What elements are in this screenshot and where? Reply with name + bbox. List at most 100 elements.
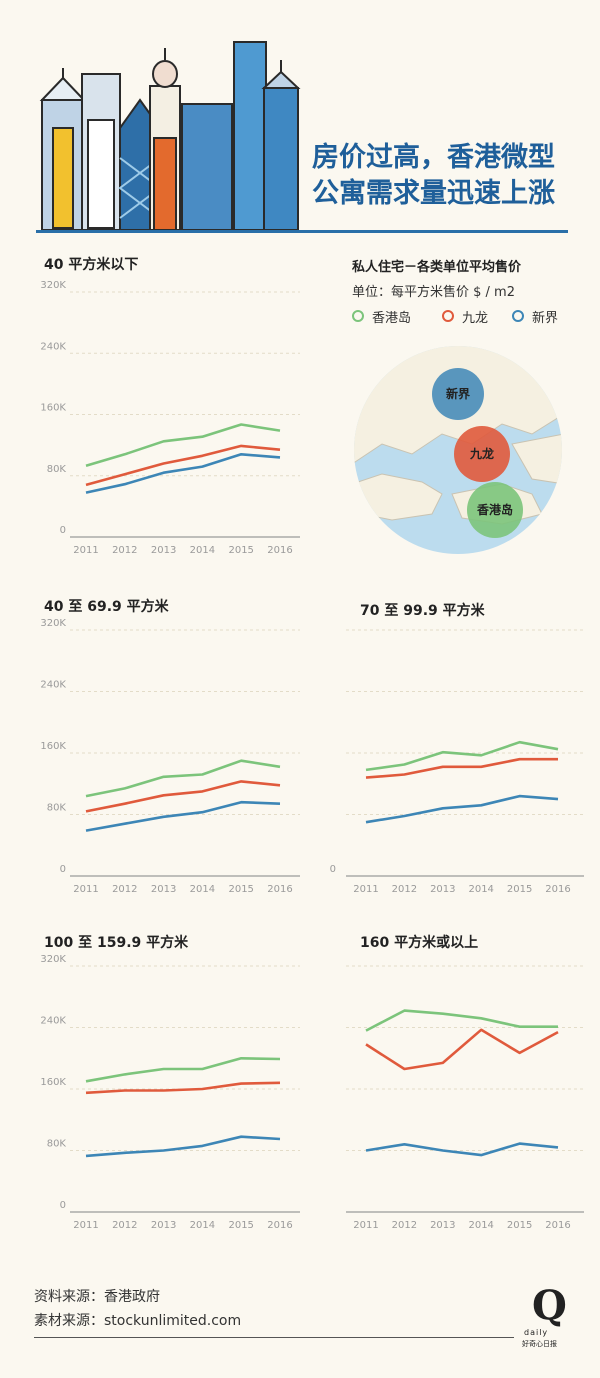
x-tick-label: 2015: [507, 1220, 532, 1231]
headline-line-1: 房价过高，香港微型: [312, 142, 555, 173]
x-tick-label: 2011: [353, 884, 378, 895]
x-tick-label: 2013: [151, 884, 176, 895]
legend-green-ring-icon: [352, 310, 364, 322]
map-circle-hongkong-island: [467, 482, 523, 538]
footer-material: 素材来源：stockunlimited.com: [34, 1313, 242, 1329]
legend-item-new-territories: 新界: [512, 306, 558, 326]
y-tick-label: 0: [330, 864, 336, 875]
x-tick-label: 2012: [112, 545, 137, 556]
series-line-hongkong-island: [85, 759, 281, 798]
series-line-kowloon: [85, 1081, 281, 1095]
legend-item-kowloon: 九龙: [442, 306, 488, 326]
series-line-new-territories: [365, 1142, 559, 1157]
chart-title-1: 40 平方米以下: [44, 257, 139, 273]
series-line-new-territories: [365, 794, 559, 824]
x-tick-label: 2015: [228, 545, 253, 556]
series-line-new-territories: [85, 1135, 281, 1158]
legend-red-ring-icon: [442, 310, 454, 322]
x-tick-label: 2015: [507, 884, 532, 895]
y-tick-label: 80K: [47, 803, 67, 814]
series-line-hongkong-island: [85, 423, 281, 468]
hong-kong-map: 新界 九龙 香港岛: [354, 346, 562, 554]
x-tick-label: 2016: [545, 1220, 570, 1231]
legend-blue-ring-icon: [512, 310, 524, 322]
series-line-new-territories: [85, 453, 281, 494]
map-landmass-east: [511, 433, 562, 485]
x-tick-label: 2011: [73, 884, 98, 895]
skyline-illustration: [36, 41, 306, 232]
series-line-hongkong-island: [365, 740, 559, 772]
line-chart-40-69: 0 80K 160K 240K 320K 2011 2012 2013 2014 2015 2016: [40, 618, 300, 895]
y-tick-label: 240K: [40, 341, 66, 352]
y-tick-label: 0: [60, 864, 66, 875]
x-tick-label: 2011: [73, 1220, 98, 1231]
x-tick-label: 2014: [190, 1220, 215, 1231]
x-tick-label: 2014: [468, 884, 493, 895]
line-chart-70-99: 0 2011 2012 2013 2014 2015 2016: [330, 629, 584, 895]
legend: 香港岛 九龙 新界: [352, 306, 582, 326]
map-label-hongkong-island: 香港岛: [476, 502, 513, 517]
headline: 房价过高，香港微型 公寓需求量迅速上涨: [312, 140, 592, 212]
logo-mark: Q: [532, 1282, 567, 1329]
x-tick-label: 2013: [151, 545, 176, 556]
footer-source: 资料来源：香港政府: [34, 1289, 160, 1305]
y-tick-label: 80K: [47, 1139, 67, 1150]
chart-title-2: 40 至 69.9 平方米: [44, 599, 169, 615]
legend-label: 九龙: [462, 310, 489, 326]
chart-title-3: 70 至 99.9 平方米: [360, 603, 485, 619]
x-tick-label: 2013: [430, 884, 455, 895]
x-tick-label: 2016: [267, 545, 292, 556]
x-tick-label: 2015: [228, 884, 253, 895]
x-tick-label: 2012: [112, 1220, 137, 1231]
x-tick-label: 2016: [267, 884, 292, 895]
x-tick-label: 2013: [430, 1220, 455, 1231]
x-tick-label: 2011: [73, 545, 98, 556]
series-line-new-territories: [85, 800, 281, 832]
y-tick-label: 160K: [40, 1077, 66, 1088]
y-tick-label: 80K: [47, 464, 67, 475]
series-line-kowloon: [85, 780, 281, 813]
series-line-hongkong-island: [85, 1057, 281, 1083]
x-tick-label: 2012: [112, 884, 137, 895]
y-tick-label: 240K: [40, 1016, 66, 1027]
qdaily-logo: Q daily 好奇心日报: [520, 1282, 570, 1349]
x-tick-label: 2011: [353, 1220, 378, 1231]
legend-label: 香港岛: [372, 310, 412, 326]
map-circle-kowloon: [454, 426, 510, 482]
x-tick-label: 2014: [190, 884, 215, 895]
x-tick-label: 2016: [545, 884, 570, 895]
legend-item-hongkong-island: 香港岛: [352, 306, 411, 326]
map-label-new-territories: 新界: [446, 386, 470, 401]
logo-cn: 好奇心日报: [522, 1340, 557, 1348]
series-line-kowloon: [365, 757, 558, 779]
footer-divider: [34, 1337, 514, 1338]
x-tick-label: 2014: [190, 545, 215, 556]
y-tick-label: 0: [60, 1200, 66, 1211]
x-tick-label: 2014: [468, 1220, 493, 1231]
map-label-kowloon: 九龙: [469, 446, 494, 461]
chart-title-5: 160 平方米或以上: [360, 935, 479, 951]
legend-label: 新界: [532, 310, 559, 326]
header-divider: [36, 230, 568, 233]
chart-title-4: 100 至 159.9 平方米: [44, 935, 189, 951]
y-tick-label: 320K: [40, 618, 66, 629]
y-tick-label: 0: [60, 525, 66, 536]
y-tick-label: 160K: [40, 403, 66, 414]
series-line-kowloon: [85, 444, 281, 487]
legend-unit: 单位：每平方米售价 $ / m2: [352, 285, 515, 300]
line-chart-160-plus: 2011 2012 2013 2014 2015 2016: [346, 965, 584, 1231]
y-tick-label: 320K: [40, 954, 66, 965]
x-tick-label: 2012: [392, 1220, 417, 1231]
x-tick-label: 2015: [228, 1220, 253, 1231]
x-tick-label: 2013: [151, 1220, 176, 1231]
y-tick-label: 240K: [40, 680, 66, 691]
series-line-hongkong-island: [365, 1009, 558, 1032]
x-tick-label: 2012: [392, 884, 417, 895]
x-tick-label: 2016: [267, 1220, 292, 1231]
map-circle-new-territories: [432, 368, 484, 420]
legend-title: 私人住宅－各类单位平均售价: [352, 260, 522, 275]
logo-sub: daily: [524, 1328, 549, 1337]
y-tick-label: 160K: [40, 741, 66, 752]
y-tick-label: 320K: [40, 280, 66, 291]
